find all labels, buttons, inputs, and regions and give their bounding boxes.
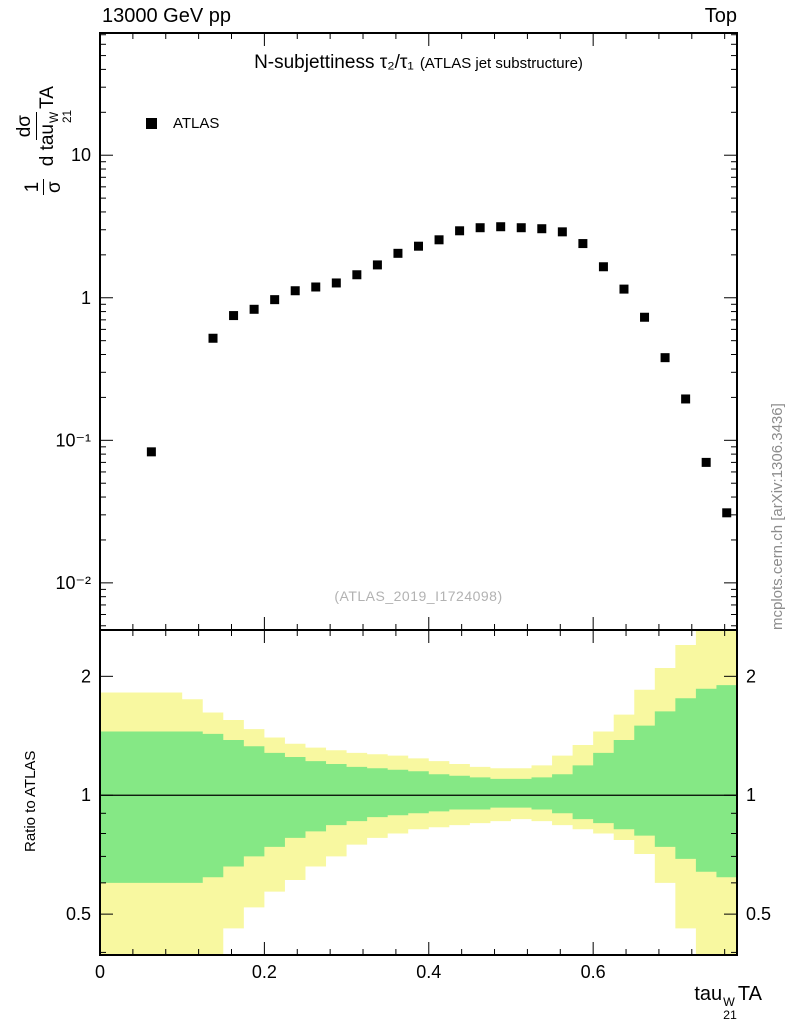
ratio-y-tick-label-left: 2 xyxy=(81,666,91,686)
data-point xyxy=(701,457,711,467)
process-label: Top xyxy=(704,5,737,27)
data-point xyxy=(660,353,670,363)
x-tick-label: 0.2 xyxy=(252,962,277,982)
tau-supsub: W 21 xyxy=(48,109,74,123)
ratio-y-tick-label-right: 0.5 xyxy=(746,904,771,924)
y-axis-title-frac2: dσ d tau W 21 TA xyxy=(14,86,74,167)
data-point xyxy=(414,241,423,251)
data-point xyxy=(331,278,341,288)
data-point xyxy=(229,311,239,321)
data-point xyxy=(496,222,506,232)
data-point xyxy=(537,224,547,234)
axis-tick-labels: 10 1 10⁻¹ 10⁻² 0 0.2 0.4 0.6 2 2 1 1 0.5 0.5 xyxy=(55,145,771,982)
y-tick-label: 10⁻² xyxy=(55,573,91,593)
y-axis-title: 1 σ dσ d tau W 21 TA xyxy=(14,83,74,196)
data-point xyxy=(208,333,218,343)
y-tick-label: 10 xyxy=(71,145,91,165)
x-tick-label: 0.6 xyxy=(581,962,606,982)
data-point xyxy=(146,447,156,457)
ratio-y-tick-label-right: 1 xyxy=(746,785,756,805)
data-point xyxy=(557,227,567,237)
ratio-y-tick-label-left: 0.5 xyxy=(66,904,91,924)
ratio-y-tick-label-right: 2 xyxy=(746,666,756,686)
x-axis-title-supsub: W 21 xyxy=(723,994,737,1022)
data-point xyxy=(372,260,382,270)
data-point xyxy=(270,295,280,305)
ratio-panel-frame xyxy=(99,629,738,956)
data-point xyxy=(722,508,732,518)
y-axis-title-frac1: 1 σ xyxy=(21,178,67,196)
beam-energy-label: 13000 GeV pp xyxy=(102,5,231,27)
x-tick-label: 0 xyxy=(95,962,105,982)
ratio-y-tick-label-left: 1 xyxy=(81,785,91,805)
data-points xyxy=(146,222,732,518)
data-point xyxy=(290,286,300,296)
green-uncertainty-band xyxy=(100,685,737,883)
uncertainty-bands xyxy=(100,630,737,955)
plot-title: N-subjettiness τ₂/τ₁ (ATLAS jet substruct… xyxy=(100,52,737,74)
data-point xyxy=(475,223,485,233)
y-tick-label: 1 xyxy=(81,288,91,308)
y-tick-label: 10⁻¹ xyxy=(55,430,91,450)
plot-title-note: (ATLAS jet substructure) xyxy=(419,55,583,72)
data-point xyxy=(434,235,444,245)
data-point xyxy=(393,248,403,258)
x-tick-label: 0.4 xyxy=(416,962,441,982)
data-point xyxy=(640,312,650,322)
data-point xyxy=(311,282,321,292)
plot-title-main: N-subjettiness τ₂/τ₁ xyxy=(254,52,414,73)
ratio-y-axis-title: Ratio to ATLAS xyxy=(22,750,39,852)
analysis-watermark: (ATLAS_2019_I1724098) xyxy=(334,588,503,604)
x-axis-title: tau W 21 TA xyxy=(694,983,762,1022)
data-point xyxy=(681,394,691,404)
legend-label: ATLAS xyxy=(173,115,220,132)
data-point xyxy=(352,270,362,280)
data-point xyxy=(619,284,629,294)
mcplots-reference: mcplots.cern.ch [arXiv:1306.3436] xyxy=(769,403,786,630)
legend: ATLAS xyxy=(146,115,219,132)
data-point xyxy=(598,262,608,272)
legend-marker-square xyxy=(146,118,157,129)
data-point xyxy=(249,304,259,314)
data-point xyxy=(578,239,588,249)
data-point xyxy=(516,223,526,233)
data-point xyxy=(455,226,465,236)
